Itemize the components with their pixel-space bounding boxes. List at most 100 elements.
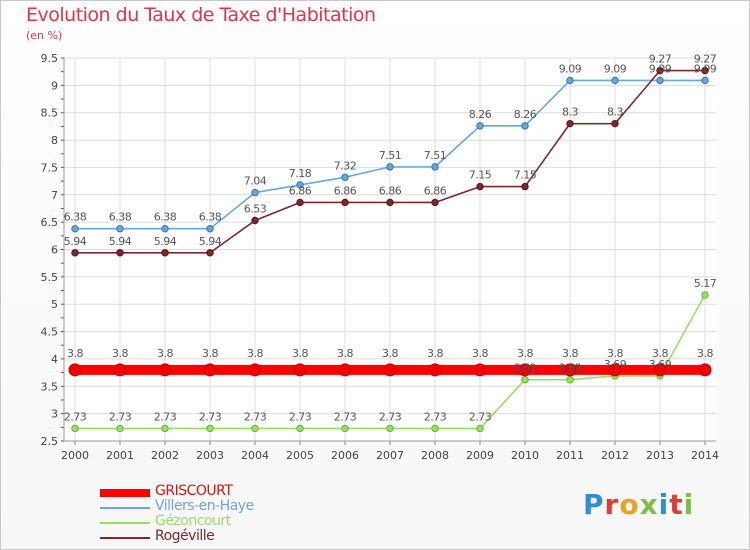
data-point — [566, 76, 574, 85]
data-label: 7.15 — [514, 169, 537, 182]
data-label: 2.73 — [154, 410, 177, 423]
data-label: 2.73 — [379, 410, 402, 423]
y-tick-label: 2.5 — [41, 435, 59, 448]
logo-letter: o — [619, 488, 640, 521]
data-label: 7.04 — [244, 175, 267, 188]
data-label: 8.26 — [469, 108, 492, 121]
data-label: 6.86 — [289, 184, 312, 197]
data-point — [161, 225, 169, 233]
x-tick-label: 2012 — [601, 449, 629, 462]
data-point — [431, 163, 439, 171]
data-point — [116, 249, 124, 257]
data-point — [431, 198, 439, 207]
data-label: 6.38 — [64, 211, 87, 224]
data-label: 7.15 — [469, 169, 492, 182]
data-label: 5.94 — [109, 235, 132, 248]
data-label: 9.09 — [649, 62, 672, 75]
data-point — [701, 66, 709, 75]
logo-letter: i — [658, 488, 670, 521]
data-label: 7.51 — [424, 149, 447, 162]
y-tick-label: 5 — [51, 298, 58, 311]
data-label: 3.8 — [607, 347, 623, 360]
data-point — [563, 363, 577, 377]
data-label: 2.73 — [424, 410, 447, 423]
data-label: 9.27 — [649, 53, 672, 66]
y-tick-label: 7.5 — [41, 161, 59, 174]
data-label: 3.62 — [514, 362, 537, 375]
x-tick-label: 2001 — [106, 449, 134, 462]
x-tick-label: 2011 — [556, 449, 584, 462]
y-tick-label: 3 — [51, 408, 58, 421]
legend-item: Villers-en-Haye — [100, 498, 340, 515]
legend-swatch — [100, 489, 150, 497]
data-label: 6.86 — [334, 184, 357, 197]
data-point — [203, 363, 217, 377]
data-label: 9.09 — [694, 62, 717, 75]
data-point — [341, 173, 349, 181]
data-point — [116, 424, 124, 433]
logo-letter: t — [669, 488, 684, 521]
data-point — [251, 216, 259, 225]
data-point — [251, 424, 259, 433]
y-tick-label: 4 — [51, 353, 58, 366]
data-point — [473, 363, 487, 377]
data-point — [251, 188, 259, 197]
chart-unit: (en %) — [26, 29, 63, 42]
legend-item: GRISCOURT — [100, 483, 340, 500]
data-label: 8.3 — [562, 106, 578, 119]
axes: 2.5 3 3.5 4 4.5 5 5.5 6 6.5 7 7.5 8 8.5 9 9.5 2000 2001 2… — [41, 52, 720, 462]
x-tick-label: 2006 — [331, 449, 359, 462]
x-tick-label: 2014 — [691, 449, 719, 462]
data-label: 3.8 — [697, 347, 713, 360]
data-label: 3.8 — [292, 347, 308, 360]
data-point — [656, 76, 664, 85]
data-label: 6.38 — [199, 211, 222, 224]
legend-item: Gézoncourt — [100, 513, 340, 530]
data-label: 3.8 — [472, 347, 488, 360]
data-point — [206, 225, 214, 233]
x-tick-label: 2009 — [466, 449, 494, 462]
y-tick-label: 4.5 — [41, 326, 59, 339]
data-point — [71, 249, 79, 257]
data-point — [701, 76, 709, 85]
y-tick-label: 9 — [51, 79, 58, 92]
data-label: 2.73 — [64, 410, 87, 423]
y-tick-label: 3.5 — [41, 380, 59, 393]
data-point — [161, 249, 169, 257]
data-point — [386, 163, 394, 171]
data-label: 5.94 — [154, 235, 177, 248]
legend-swatch — [100, 522, 150, 524]
data-point — [476, 182, 484, 191]
data-point — [296, 198, 304, 207]
data-label: 3.8 — [157, 347, 173, 360]
data-label: 3.8 — [247, 347, 263, 360]
data-label: 3.69 — [604, 358, 627, 371]
data-label: 3.8 — [562, 347, 578, 360]
data-point — [566, 376, 574, 384]
logo-letter: r — [604, 488, 620, 521]
data-label: 3.62 — [559, 362, 582, 375]
data-point — [386, 198, 394, 207]
legend-item: Rogéville — [100, 528, 340, 545]
y-tick-label: 6 — [51, 244, 58, 257]
data-point — [386, 424, 394, 433]
logo-letter: x — [639, 488, 659, 521]
series-layer — [68, 66, 712, 433]
y-tick-label: 8.5 — [41, 107, 59, 120]
data-point — [656, 66, 664, 75]
data-label: 3.8 — [427, 347, 443, 360]
data-point — [338, 363, 352, 377]
data-point — [206, 424, 214, 433]
data-point — [296, 181, 304, 189]
data-label: 2.73 — [334, 410, 357, 423]
y-tick-label: 8 — [51, 134, 58, 147]
data-label: 7.18 — [289, 167, 312, 180]
data-point — [431, 424, 439, 433]
data-point — [158, 363, 172, 377]
data-label: 2.73 — [289, 410, 312, 423]
data-point — [611, 119, 619, 128]
x-tick-label: 2004 — [241, 449, 269, 462]
x-tick-label: 2003 — [196, 449, 224, 462]
proxiti-logo: Proxiti — [583, 488, 694, 521]
data-label: 6.38 — [109, 211, 132, 224]
